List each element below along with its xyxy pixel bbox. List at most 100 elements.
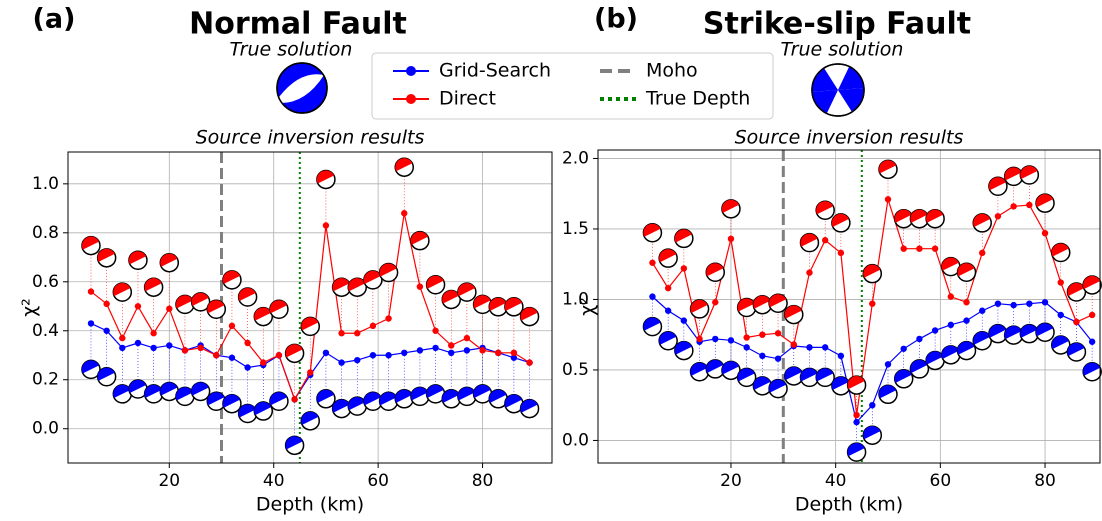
x-tick-label: 80 [472, 471, 494, 491]
beachball-fill [457, 387, 476, 401]
data-point [354, 356, 361, 364]
plot-title: Source inversion results [735, 127, 964, 149]
beachball-fill [175, 295, 194, 309]
y-tick-label: 1.0 [32, 174, 59, 194]
data-point [1057, 279, 1064, 286]
beachball-fill [988, 177, 1007, 191]
y-tick-label: 2.0 [562, 148, 589, 168]
beachball-fill [332, 278, 350, 292]
beachball-fill [504, 297, 523, 311]
data-point [463, 334, 471, 342]
y-tick-label: 0.5 [562, 360, 589, 380]
beachball-fill [910, 209, 928, 223]
plot-content [81, 157, 540, 456]
data-point [853, 411, 860, 419]
beachball-fill [489, 389, 507, 403]
data-point [432, 327, 439, 334]
data-point [1041, 299, 1049, 306]
data-point [87, 320, 95, 327]
data-point [103, 300, 110, 308]
beachball-fill [643, 223, 661, 237]
data-point [166, 342, 173, 349]
true-solution-ball [276, 62, 328, 114]
beachball-fill [784, 305, 802, 319]
beachball-fill [128, 379, 147, 394]
data-point [87, 288, 95, 295]
beachball-fill [269, 300, 288, 314]
beachball-fill [520, 399, 538, 413]
legend-label: True Depth [645, 88, 750, 110]
beachball-fill [659, 331, 677, 345]
data-point [526, 359, 533, 366]
beachball-fill [269, 392, 288, 406]
data-point [228, 322, 236, 330]
y-tick-label: 1.0 [562, 289, 589, 309]
data-point [510, 354, 518, 361]
beachball-fill [926, 351, 944, 365]
beachball-fill [316, 389, 335, 403]
data-point [244, 339, 251, 347]
data-point [1010, 301, 1017, 309]
beachball-fill [285, 436, 303, 450]
y-tick-label: 0.8 [32, 223, 59, 243]
data-point [963, 299, 970, 306]
data-point [696, 335, 703, 343]
y-tick-label: 1.5 [562, 219, 589, 239]
beachball-fill [674, 341, 692, 355]
beachball-fill [222, 270, 241, 284]
data-point [664, 284, 672, 292]
data-point [774, 330, 782, 337]
beachball-fill [847, 443, 865, 457]
data-point [837, 352, 845, 360]
data-point [228, 354, 236, 361]
beachball-fill [81, 360, 100, 374]
data-point [448, 342, 455, 349]
data-point [103, 327, 110, 334]
beachball-fill [659, 249, 677, 263]
beachball-fill [81, 236, 100, 250]
beachball-fill [941, 345, 959, 359]
beachball-fill [97, 367, 115, 381]
data-point [385, 315, 392, 322]
beachball-fill [160, 382, 178, 396]
data-point [385, 352, 392, 359]
data-point [680, 317, 688, 324]
data-point [931, 327, 939, 334]
beachball-fill [800, 233, 818, 247]
beachball-fill [816, 201, 834, 215]
x-tick-label: 40 [263, 471, 285, 491]
data-point [119, 344, 126, 352]
data-point [322, 349, 330, 357]
data-point [213, 352, 220, 359]
x-tick-label: 40 [825, 471, 847, 491]
data-point [150, 344, 157, 352]
data-point [166, 305, 173, 312]
beachball-fill [863, 426, 881, 440]
data-point [291, 396, 298, 403]
data-point [244, 364, 251, 371]
beachball-fill [690, 299, 708, 313]
data-point [134, 303, 142, 310]
beachball-fill [878, 160, 897, 174]
beachball-fill [207, 392, 225, 406]
beachball-fill [863, 264, 881, 278]
data-point [416, 283, 424, 290]
beachball-fill [831, 213, 850, 227]
data-point [1026, 300, 1033, 307]
beachball-fill [894, 209, 912, 223]
beachball-fill [988, 324, 1007, 338]
beachball-fill [285, 344, 303, 358]
legend-label: Grid-Search [439, 60, 551, 82]
x-tick-label: 60 [930, 471, 952, 491]
beachball-fill [442, 389, 460, 403]
data-point [712, 335, 719, 343]
panel-title: Normal Fault [189, 7, 407, 42]
beachball-fill [113, 384, 131, 398]
data-point [806, 344, 813, 351]
beachball-fill [769, 294, 787, 308]
data-point [837, 249, 845, 257]
legend-marker [406, 94, 416, 104]
beachball-fill [128, 251, 147, 265]
data-point [759, 352, 766, 360]
